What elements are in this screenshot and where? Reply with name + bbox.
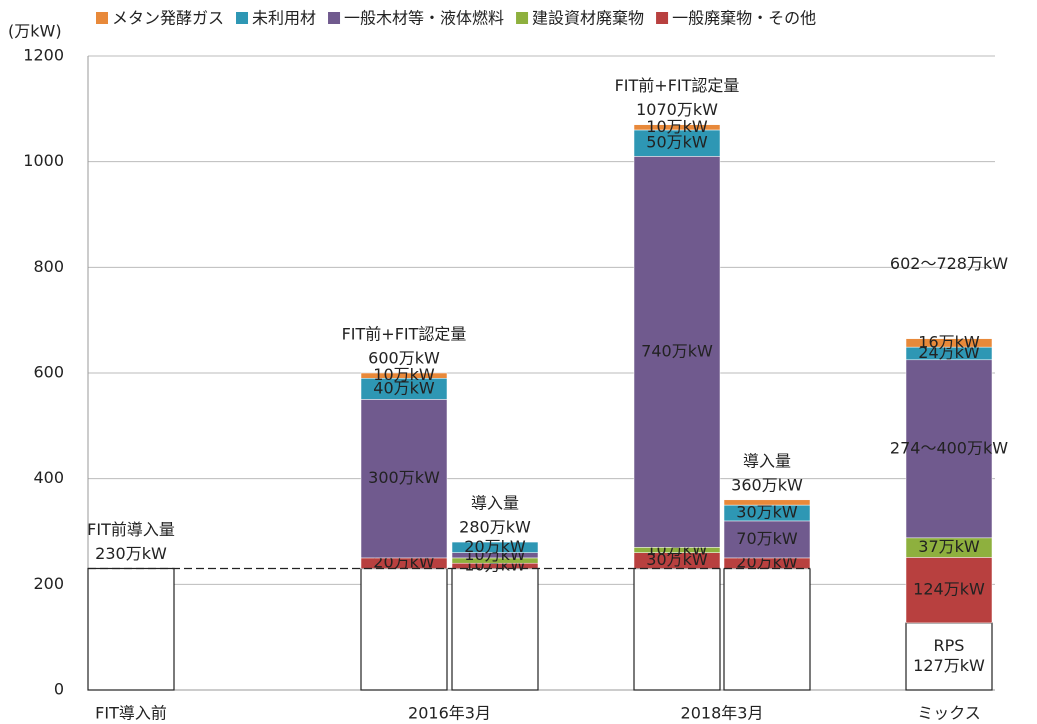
base-bar (633, 567, 721, 691)
bar-segment (905, 557, 993, 624)
total-label: 導入量 (471, 494, 519, 513)
value-label: 16万kW (918, 332, 980, 351)
total-label: FIT前+FIT認定量 (615, 76, 740, 95)
base-bar (360, 567, 448, 691)
value-label: 30万kW (736, 503, 798, 522)
y-tick-label: 1000 (23, 151, 64, 170)
bar-segment (360, 372, 448, 379)
legend-label: 未利用材 (252, 9, 316, 28)
bar-segment (723, 520, 811, 559)
value-label: 30万kW (646, 550, 708, 569)
bar-segment (360, 399, 448, 559)
total-label: FIT前導入量 (87, 520, 175, 539)
base-bar (905, 622, 993, 691)
y-tick-label: 0 (54, 680, 64, 699)
base-label: RPS (934, 636, 965, 655)
bar-segment (905, 338, 993, 348)
y-tick-label: 400 (33, 468, 64, 487)
base-bar (87, 567, 175, 691)
value-label: 37万kW (918, 537, 980, 556)
base-bar (451, 567, 539, 691)
y-tick-label: 600 (33, 363, 64, 382)
legend-swatch (236, 12, 249, 24)
legend-swatch (328, 12, 341, 24)
bar-segment (451, 541, 539, 553)
total-label: FIT前+FIT認定量 (342, 325, 467, 344)
legend-swatch (656, 12, 669, 24)
bar-segment (633, 156, 721, 548)
bar-segment (633, 124, 721, 131)
x-tick-label: 2016年3月 (408, 704, 491, 723)
value-label: 20万kW (464, 537, 526, 556)
x-tick-label: 2018年3月 (681, 704, 764, 723)
y-tick-label: 800 (33, 257, 64, 276)
value-label: 40万kW (373, 378, 435, 397)
base-bar (723, 567, 811, 691)
total-label: 導入量 (743, 451, 791, 470)
total-label: 1070万kW (636, 100, 718, 119)
value-label: 740万kW (641, 341, 713, 360)
x-tick-label: FIT導入前 (95, 704, 167, 723)
bar-segment (723, 499, 811, 506)
y-axis-label: (万kW) (8, 22, 62, 41)
total-label: 360万kW (731, 475, 803, 494)
x-tick-label: ミックス (917, 704, 981, 723)
legend-swatch (96, 12, 108, 24)
legend-label: メタン発酵ガス (112, 9, 224, 28)
y-tick-label: 1200 (23, 46, 64, 65)
value-label: 24万kW (918, 343, 980, 362)
bar-segment (633, 129, 721, 157)
total-label: 600万kW (368, 349, 440, 368)
value-label: 70万kW (736, 529, 798, 548)
legend-label: 一般木材等・液体燃料 (344, 9, 504, 28)
base-label: 127万kW (913, 656, 985, 675)
value-label: 50万kW (646, 133, 708, 152)
total-label: 602～728万kW (890, 254, 1008, 273)
value-label: 274～400万kW (890, 438, 1008, 457)
legend-label: 一般廃棄物・その他 (672, 9, 816, 28)
legend-swatch (516, 12, 529, 24)
bar-segment (905, 359, 993, 539)
total-label: 230万kW (95, 544, 167, 563)
value-label: 10万kW (373, 365, 435, 384)
value-label: 300万kW (368, 468, 440, 487)
y-tick-label: 200 (33, 574, 64, 593)
value-label: 10万kW (646, 117, 708, 136)
value-label: 124万kW (913, 580, 985, 599)
total-label: 280万kW (459, 518, 531, 537)
legend-label: 建設資材廃棄物 (532, 9, 644, 28)
